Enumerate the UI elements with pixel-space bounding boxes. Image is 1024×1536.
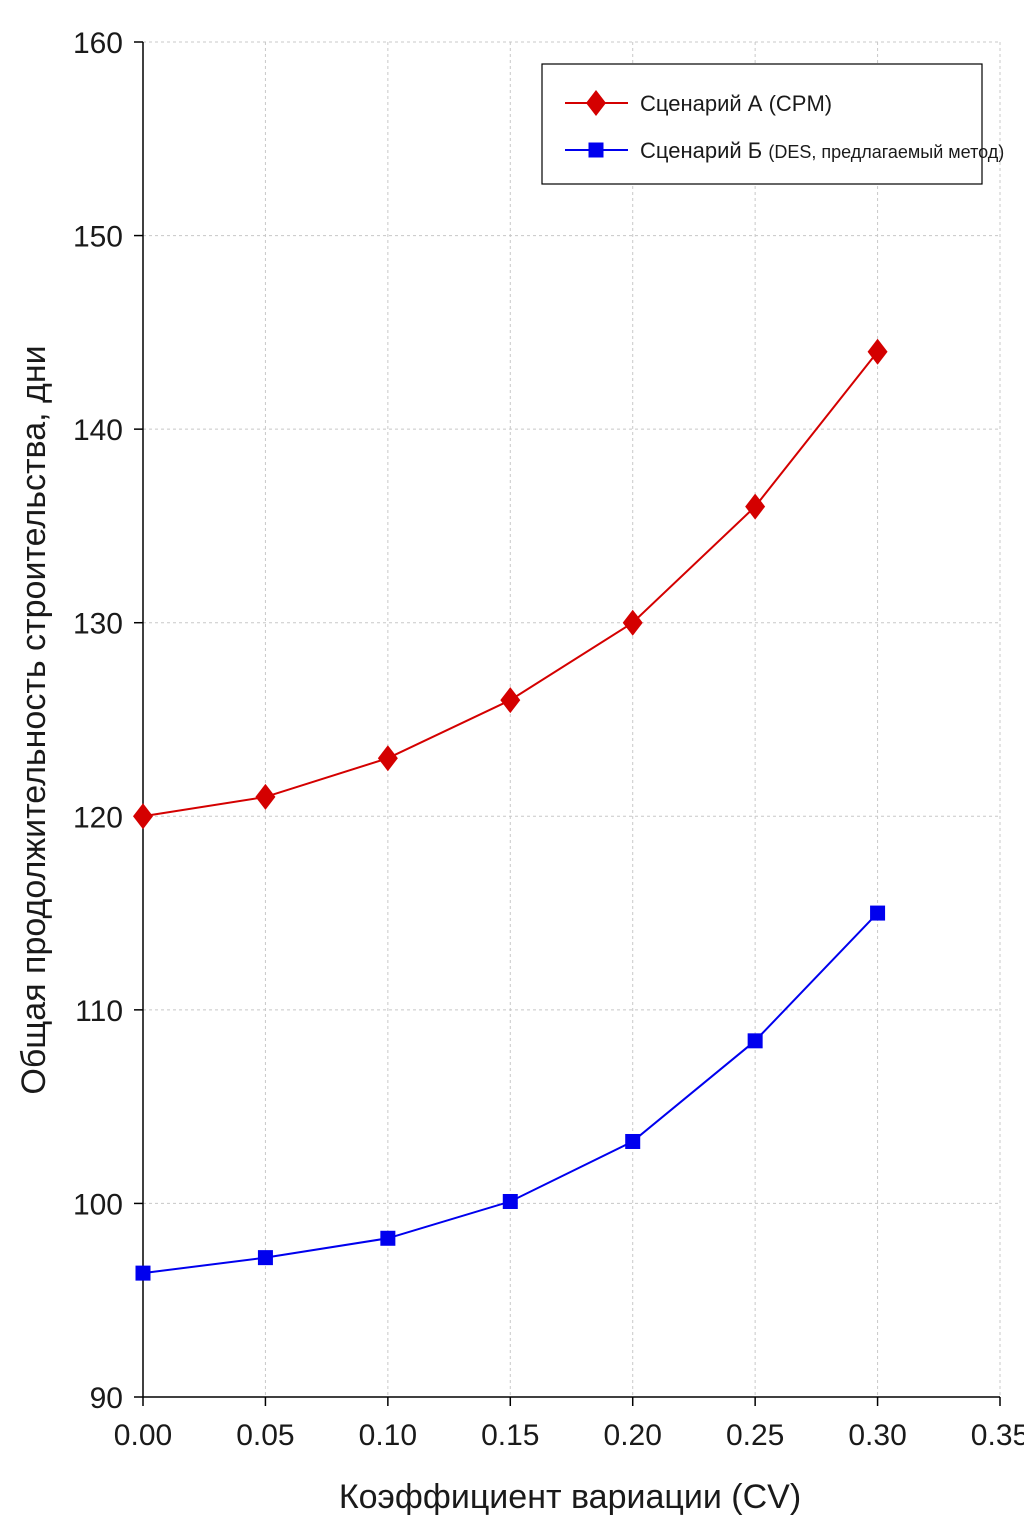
axes (142, 42, 1000, 1398)
legend-marker (588, 142, 604, 158)
legend-label: Сценарий А (CPM) (640, 91, 832, 116)
data-point-marker (500, 687, 521, 714)
y-tick-label: 150 (73, 221, 123, 254)
data-point-marker (502, 1193, 518, 1209)
data-point-marker (747, 1033, 763, 1049)
x-tick-label: 0.25 (726, 1419, 784, 1452)
data-point-marker (625, 1133, 641, 1149)
legend-label: Сценарий Б (DES, предлагаемый метод) (640, 138, 1004, 163)
series-1 (133, 338, 888, 830)
data-point-marker (870, 905, 886, 921)
y-tick-label: 110 (75, 995, 123, 1028)
y-tick-label: 160 (73, 27, 123, 60)
x-tick-label: 0.00 (114, 1419, 172, 1452)
y-tick-label: 140 (73, 414, 123, 447)
series-layer (133, 338, 888, 1281)
y-tick-label: 100 (73, 1188, 123, 1221)
y-axis-title: Общая продолжительность строительства, д… (15, 345, 53, 1094)
y-tick-label: 120 (73, 801, 123, 834)
x-tick-label: 0.30 (848, 1419, 906, 1452)
legend: Сценарий А (CPM) Сценарий Б (DES, предлаг… (541, 63, 1004, 185)
x-tick-label: 0.20 (604, 1419, 662, 1452)
x-tick-label: 0.05 (236, 1419, 294, 1452)
data-point-marker (135, 1265, 151, 1281)
y-tick-label: 130 (73, 608, 123, 641)
data-point-marker (380, 1230, 396, 1246)
series-2 (135, 905, 886, 1281)
data-point-marker (257, 1250, 273, 1266)
legend-items: Сценарий А (CPM) Сценарий Б (DES, предлаг… (565, 90, 1004, 163)
x-tick-label: 0.35 (971, 1419, 1024, 1452)
grid (143, 41, 1001, 1397)
data-point-marker (133, 803, 153, 830)
data-point-marker (377, 745, 398, 772)
legend-entry-2: Сценарий Б (DES, предлагаемый метод) (565, 138, 1004, 163)
ticks: 0.00 0.05 0.10 0.15 0.20 0.25 0.30 0.35 90 100 110… (73, 27, 1024, 1452)
legend-entry-1: Сценарий А (CPM) (565, 90, 832, 116)
data-point-marker (745, 493, 766, 520)
data-point-marker (255, 783, 276, 810)
y-tick-label: 90 (90, 1382, 123, 1415)
x-tick-label: 0.15 (481, 1419, 539, 1452)
legend-marker (586, 90, 606, 116)
legend-box (541, 63, 983, 185)
x-axis-title: Коэффициент вариации (CV) (339, 1478, 801, 1516)
x-tick-label: 0.10 (359, 1419, 417, 1452)
data-point-marker (622, 609, 643, 636)
data-point-marker (867, 338, 888, 365)
